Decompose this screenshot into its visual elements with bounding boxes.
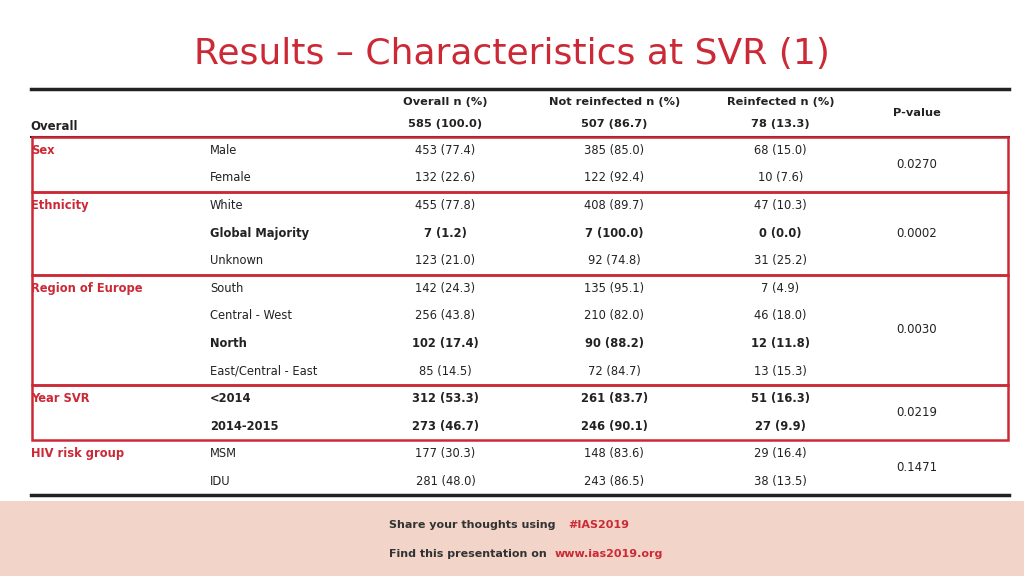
Text: 46 (18.0): 46 (18.0) <box>754 309 807 323</box>
Text: 312 (53.3): 312 (53.3) <box>412 392 479 406</box>
Text: East/Central - East: East/Central - East <box>210 365 317 378</box>
Text: Share your thoughts using: Share your thoughts using <box>389 520 559 530</box>
Text: 0.0002: 0.0002 <box>896 226 937 240</box>
Text: 385 (85.0): 385 (85.0) <box>585 144 644 157</box>
Text: 29 (16.4): 29 (16.4) <box>754 448 807 460</box>
Text: #IAS2019: #IAS2019 <box>568 520 630 530</box>
Text: 90 (88.2): 90 (88.2) <box>585 337 644 350</box>
Text: HIV risk group: HIV risk group <box>31 448 124 460</box>
Text: 7 (4.9): 7 (4.9) <box>761 282 800 295</box>
Text: 261 (83.7): 261 (83.7) <box>581 392 648 406</box>
Text: 507 (86.7): 507 (86.7) <box>582 119 647 129</box>
Text: MSM: MSM <box>210 448 237 460</box>
Text: Sex: Sex <box>31 144 54 157</box>
Text: 2014-2015: 2014-2015 <box>210 420 279 433</box>
Text: 273 (46.7): 273 (46.7) <box>412 420 479 433</box>
Text: 102 (17.4): 102 (17.4) <box>412 337 479 350</box>
Text: 281 (48.0): 281 (48.0) <box>416 475 475 488</box>
Text: 12 (11.8): 12 (11.8) <box>751 337 810 350</box>
Text: 10 (7.6): 10 (7.6) <box>758 172 803 184</box>
Text: 27 (9.9): 27 (9.9) <box>755 420 806 433</box>
Text: 0.0030: 0.0030 <box>896 323 937 336</box>
Text: Find this presentation on: Find this presentation on <box>389 548 551 559</box>
Text: 47 (10.3): 47 (10.3) <box>754 199 807 212</box>
Text: Ethnicity: Ethnicity <box>31 199 88 212</box>
Text: 177 (30.3): 177 (30.3) <box>416 448 475 460</box>
Text: Year SVR: Year SVR <box>31 392 89 406</box>
Text: 0.1471: 0.1471 <box>896 461 937 474</box>
Text: 453 (77.4): 453 (77.4) <box>416 144 475 157</box>
Text: Region of Europe: Region of Europe <box>31 282 142 295</box>
Text: 210 (82.0): 210 (82.0) <box>585 309 644 323</box>
Text: 243 (86.5): 243 (86.5) <box>585 475 644 488</box>
Text: 135 (95.1): 135 (95.1) <box>585 282 644 295</box>
Text: South: South <box>210 282 244 295</box>
Text: North: North <box>210 337 247 350</box>
Text: 148 (83.6): 148 (83.6) <box>585 448 644 460</box>
Text: White: White <box>210 199 244 212</box>
Bar <box>0 501 1024 576</box>
Text: 7 (100.0): 7 (100.0) <box>585 226 644 240</box>
Text: 122 (92.4): 122 (92.4) <box>585 172 644 184</box>
Text: 51 (16.3): 51 (16.3) <box>751 392 810 406</box>
Text: 142 (24.3): 142 (24.3) <box>416 282 475 295</box>
Text: 31 (25.2): 31 (25.2) <box>754 254 807 267</box>
Text: 123 (21.0): 123 (21.0) <box>416 254 475 267</box>
Text: 68 (15.0): 68 (15.0) <box>754 144 807 157</box>
Bar <box>32 385 1008 440</box>
Text: 72 (84.7): 72 (84.7) <box>588 365 641 378</box>
Text: P-value: P-value <box>893 108 940 118</box>
Text: 585 (100.0): 585 (100.0) <box>409 119 482 129</box>
Text: 0 (0.0): 0 (0.0) <box>759 226 802 240</box>
Text: Female: Female <box>210 172 252 184</box>
Text: IDU: IDU <box>210 475 230 488</box>
Bar <box>32 137 1008 192</box>
Text: 455 (77.8): 455 (77.8) <box>416 199 475 212</box>
Text: Male: Male <box>210 144 238 157</box>
Text: 408 (89.7): 408 (89.7) <box>585 199 644 212</box>
Text: 92 (74.8): 92 (74.8) <box>588 254 641 267</box>
Text: 78 (13.3): 78 (13.3) <box>751 119 810 129</box>
Text: 256 (43.8): 256 (43.8) <box>416 309 475 323</box>
Text: 0.0219: 0.0219 <box>896 406 937 419</box>
Text: 0.0270: 0.0270 <box>896 158 937 170</box>
Text: Global Majority: Global Majority <box>210 226 309 240</box>
Bar <box>32 192 1008 275</box>
Text: Not reinfected n (%): Not reinfected n (%) <box>549 97 680 107</box>
Text: Overall n (%): Overall n (%) <box>403 97 487 107</box>
Text: Reinfected n (%): Reinfected n (%) <box>727 97 834 107</box>
Text: 85 (14.5): 85 (14.5) <box>419 365 472 378</box>
Text: 246 (90.1): 246 (90.1) <box>581 420 648 433</box>
Text: 132 (22.6): 132 (22.6) <box>416 172 475 184</box>
Text: 38 (13.5): 38 (13.5) <box>754 475 807 488</box>
Text: 13 (15.3): 13 (15.3) <box>754 365 807 378</box>
Text: Overall: Overall <box>31 120 78 133</box>
Text: Results – Characteristics at SVR (1): Results – Characteristics at SVR (1) <box>195 37 829 71</box>
Text: Unknown: Unknown <box>210 254 263 267</box>
Text: www.ias2019.org: www.ias2019.org <box>555 548 664 559</box>
Text: Central - West: Central - West <box>210 309 292 323</box>
Text: <2014: <2014 <box>210 392 252 406</box>
Bar <box>32 275 1008 385</box>
Text: 7 (1.2): 7 (1.2) <box>424 226 467 240</box>
